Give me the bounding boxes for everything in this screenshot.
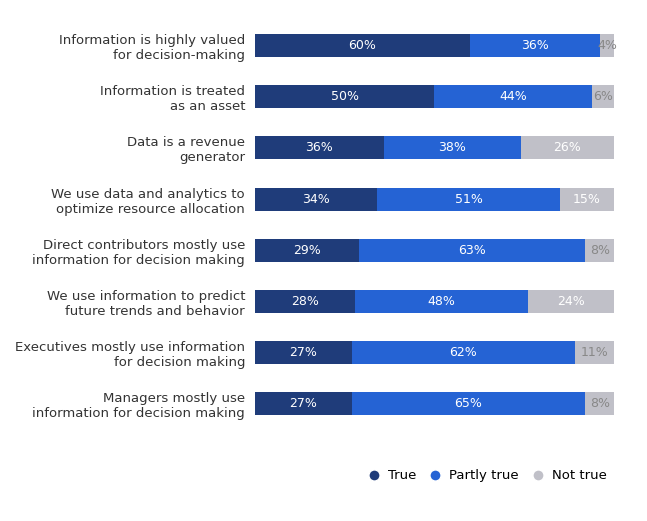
Text: 24%: 24% (557, 295, 585, 308)
Bar (255, 239, 359, 262)
Text: 4%: 4% (597, 39, 617, 52)
Text: 44%: 44% (499, 90, 527, 103)
Bar (255, 392, 352, 415)
Bar (434, 85, 593, 108)
Text: 65%: 65% (455, 397, 483, 410)
Text: 6%: 6% (593, 90, 613, 103)
Text: 51%: 51% (455, 193, 483, 206)
Text: 50%: 50% (331, 90, 358, 103)
Bar (255, 188, 377, 210)
Bar (470, 34, 600, 57)
Bar (593, 85, 614, 108)
Text: 11%: 11% (580, 346, 608, 359)
Text: 15%: 15% (573, 193, 601, 206)
Bar (384, 137, 521, 159)
Text: 28%: 28% (291, 295, 319, 308)
Bar (352, 392, 586, 415)
Text: 27%: 27% (289, 346, 317, 359)
Text: 8%: 8% (589, 397, 609, 410)
Bar (255, 290, 355, 313)
Bar (521, 137, 614, 159)
Text: 8%: 8% (589, 244, 609, 257)
Text: 36%: 36% (305, 142, 333, 155)
Bar (255, 85, 434, 108)
Bar (355, 290, 528, 313)
Bar (255, 137, 384, 159)
Text: 29%: 29% (293, 244, 321, 257)
Text: 60%: 60% (349, 39, 377, 52)
Text: 36%: 36% (521, 39, 549, 52)
Text: 63%: 63% (458, 244, 486, 257)
Bar (359, 239, 586, 262)
Bar (586, 239, 614, 262)
Text: 38%: 38% (439, 142, 466, 155)
Text: 26%: 26% (553, 142, 581, 155)
Bar (575, 341, 614, 364)
Text: 27%: 27% (289, 397, 317, 410)
Bar (528, 290, 614, 313)
Bar (586, 392, 614, 415)
Legend: True, Partly true, Not true: True, Partly true, Not true (371, 469, 607, 482)
Bar (377, 188, 560, 210)
Bar (255, 34, 470, 57)
Text: 34%: 34% (302, 193, 330, 206)
Text: 48%: 48% (428, 295, 455, 308)
Bar (352, 341, 575, 364)
Bar (600, 34, 614, 57)
Bar (255, 341, 352, 364)
Bar (560, 188, 614, 210)
Text: 62%: 62% (449, 346, 477, 359)
